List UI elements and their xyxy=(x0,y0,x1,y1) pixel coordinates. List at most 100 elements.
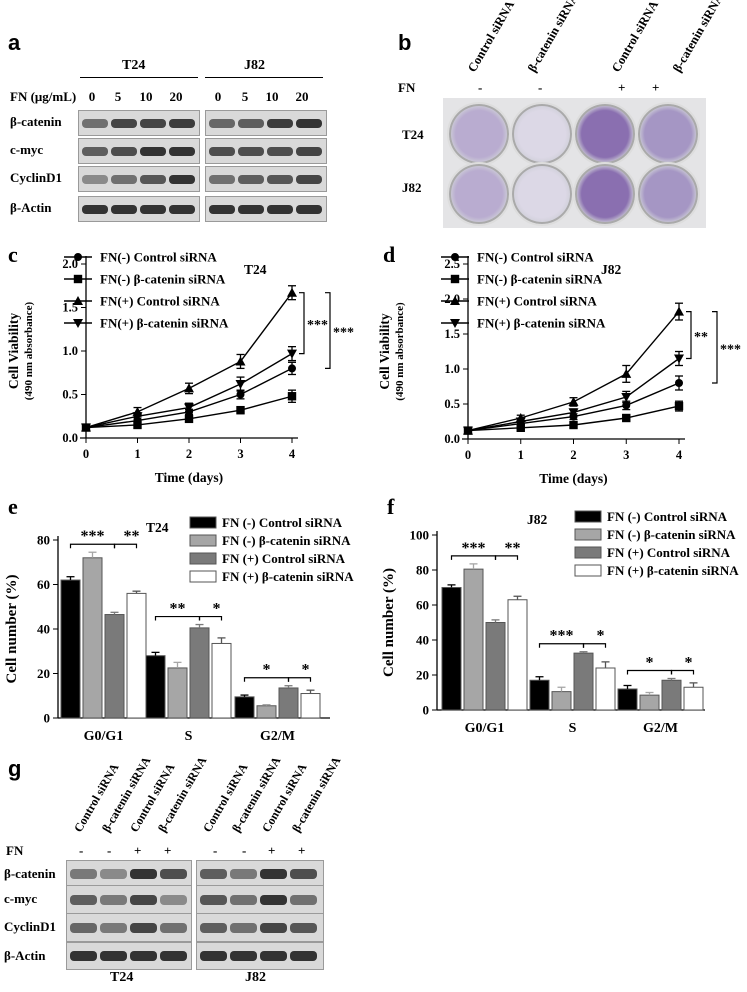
panel-b-label: b xyxy=(398,30,412,55)
x-tick-label: S xyxy=(185,729,193,744)
protein-band xyxy=(160,895,187,905)
data-point-marker xyxy=(287,349,297,359)
protein-band xyxy=(100,895,127,905)
culture-dish xyxy=(510,102,574,166)
protein-band xyxy=(111,205,137,214)
data-point-marker xyxy=(74,253,82,261)
protein-band xyxy=(290,951,317,961)
panel-a-row-label: CyclinD1 xyxy=(10,170,62,185)
bar xyxy=(617,688,638,711)
data-point-marker xyxy=(450,274,460,284)
data-point-marker xyxy=(184,403,194,413)
western-blot-strip xyxy=(78,166,200,192)
protein-band xyxy=(169,147,195,156)
western-blot-strip xyxy=(196,942,324,970)
data-point-marker xyxy=(236,390,245,399)
data-point-marker xyxy=(184,383,194,393)
bar xyxy=(82,557,103,719)
protein-band xyxy=(200,895,227,905)
panel-a-dose: 10 xyxy=(265,89,279,104)
y-tick-label: 80 xyxy=(37,533,50,548)
panel-b-fn-sign: - xyxy=(478,80,483,95)
significance-marker: *** xyxy=(550,628,574,645)
x-tick-label: G0/G1 xyxy=(84,729,124,744)
y-axis-label: Cell Viability xyxy=(377,313,392,389)
panel-b-row-j82: J82 xyxy=(402,180,422,195)
data-point-marker xyxy=(235,356,246,366)
panel-g-fn-sign: - xyxy=(242,843,247,858)
significance-bracket xyxy=(670,669,695,675)
data-point-marker xyxy=(622,401,631,410)
protein-band xyxy=(238,205,264,214)
western-blot-strip xyxy=(66,913,192,942)
protein-band xyxy=(70,922,97,933)
protein-band xyxy=(82,147,108,156)
panel-b-fn-sign: + xyxy=(652,80,660,95)
data-point-marker xyxy=(287,392,297,401)
y-axis-label: Cell number (%) xyxy=(381,568,397,677)
protein-band xyxy=(267,119,293,128)
protein-band xyxy=(70,895,97,905)
legend-entry: FN (+) Control siRNA xyxy=(222,551,346,566)
data-point-marker xyxy=(287,287,297,297)
significance-bracket xyxy=(686,311,692,360)
y-tick-label: 2.0 xyxy=(62,257,78,271)
culture-dish xyxy=(573,162,637,226)
y-tick-label: 1.0 xyxy=(444,362,460,376)
panel-a-group-t24: T24 xyxy=(122,58,146,73)
panel-b-column-label: β-catenin siRNA xyxy=(525,0,582,75)
data-point-marker xyxy=(675,379,683,387)
protein-band xyxy=(70,951,97,961)
culture-dish xyxy=(636,162,700,226)
protein-band xyxy=(160,922,187,933)
protein-band xyxy=(82,175,108,184)
protein-band xyxy=(111,175,137,184)
chart-title: J82 xyxy=(527,512,548,527)
panel-b-column-label: β-catenin siRNA xyxy=(670,0,727,75)
western-blot-strip xyxy=(78,196,200,222)
legend-entry: FN(-) Control siRNA xyxy=(477,250,594,265)
significance-bracket xyxy=(198,615,223,621)
protein-band xyxy=(296,205,322,214)
data-point-marker xyxy=(288,364,296,373)
protein-band xyxy=(140,119,166,128)
data-point-marker xyxy=(622,413,631,423)
panel-g-label: g xyxy=(8,756,22,781)
bar xyxy=(145,655,166,719)
significance-bracket xyxy=(494,555,519,560)
y-tick-label: 100 xyxy=(410,528,430,543)
protein-band xyxy=(160,951,187,961)
panel-g-fn-label: FN xyxy=(6,843,24,858)
protein-band xyxy=(260,951,287,961)
y-tick-label: 0.5 xyxy=(444,397,460,411)
legend-entry: FN (+) β-catenin siRNA xyxy=(607,563,739,578)
data-point-marker xyxy=(569,420,578,430)
panel-a-fn-header: FN (μg/mL) xyxy=(10,89,77,104)
protein-band xyxy=(260,895,287,905)
legend-entry: FN(+) β-catenin siRNA xyxy=(477,316,606,331)
data-point-marker xyxy=(81,423,91,433)
panel-g-row-label: CyclinD1 xyxy=(4,919,56,934)
data-point-marker xyxy=(674,401,684,411)
protein-band xyxy=(130,895,157,905)
protein-band xyxy=(111,119,137,128)
bar xyxy=(441,587,462,711)
protein-band xyxy=(130,869,157,879)
protein-band xyxy=(296,147,322,156)
protein-band xyxy=(230,895,257,905)
protein-band xyxy=(130,922,157,933)
significance-marker: *** xyxy=(307,318,328,333)
protein-band xyxy=(290,922,317,933)
chart-title: T24 xyxy=(146,520,169,535)
data-point-marker xyxy=(451,253,459,261)
x-tick-label: 1 xyxy=(134,447,140,461)
panel-g-fn-sign: + xyxy=(134,843,142,858)
y-tick-label: 20 xyxy=(416,668,429,683)
panel-g-fn-sign: + xyxy=(164,843,172,858)
significance-marker: ** xyxy=(170,601,186,618)
panel-g-group-j82: J82 xyxy=(245,970,266,985)
x-tick-label: 2 xyxy=(570,448,576,462)
x-tick-label: 4 xyxy=(676,448,683,462)
protein-band xyxy=(140,175,166,184)
